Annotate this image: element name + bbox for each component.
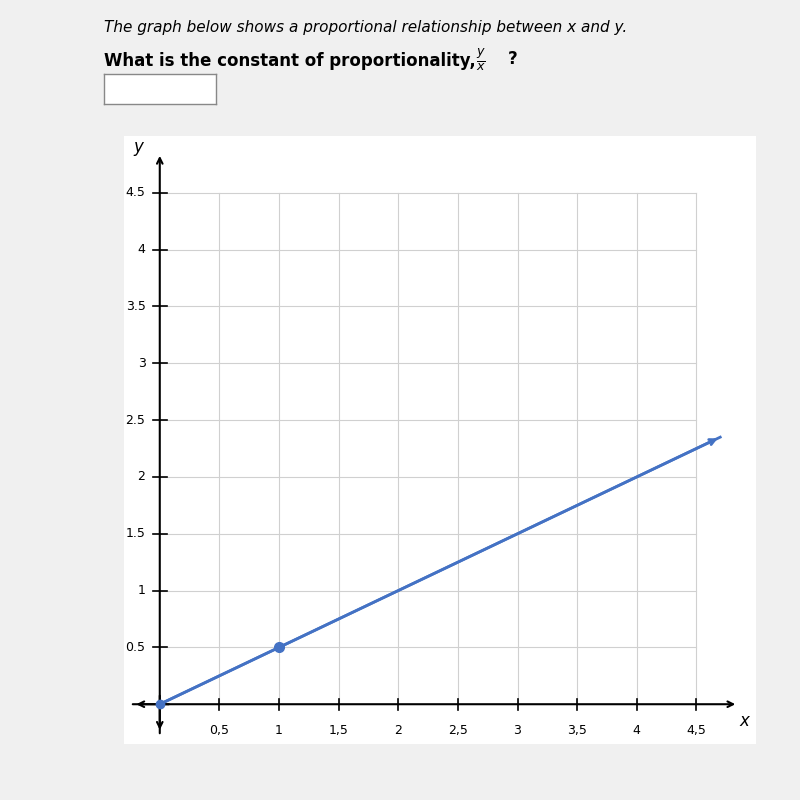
Text: ?: ?: [508, 50, 518, 68]
Text: The graph below shows a proportional relationship between x and y.: The graph below shows a proportional rel…: [104, 20, 627, 35]
Text: $\frac{y}{x}$: $\frac{y}{x}$: [476, 46, 486, 73]
Text: What is the constant of proportionality,: What is the constant of proportionality,: [104, 52, 482, 70]
Text: 2: 2: [394, 723, 402, 737]
Text: 2.5: 2.5: [126, 414, 146, 426]
Text: 0.5: 0.5: [126, 641, 146, 654]
Text: 4,5: 4,5: [686, 723, 706, 737]
Text: 0,5: 0,5: [210, 723, 230, 737]
Text: 1: 1: [138, 584, 146, 597]
Text: 3.5: 3.5: [126, 300, 146, 313]
Text: 4.5: 4.5: [126, 186, 146, 199]
Text: 4: 4: [633, 723, 641, 737]
Text: 2: 2: [138, 470, 146, 483]
Text: 1,5: 1,5: [329, 723, 349, 737]
Text: 1: 1: [275, 723, 283, 737]
Text: x: x: [739, 712, 749, 730]
Text: 4: 4: [138, 243, 146, 256]
Text: 2,5: 2,5: [448, 723, 468, 737]
Text: 3,5: 3,5: [567, 723, 587, 737]
Text: 3: 3: [138, 357, 146, 370]
Text: 3: 3: [514, 723, 522, 737]
Text: y: y: [134, 138, 143, 156]
Text: 1.5: 1.5: [126, 527, 146, 540]
